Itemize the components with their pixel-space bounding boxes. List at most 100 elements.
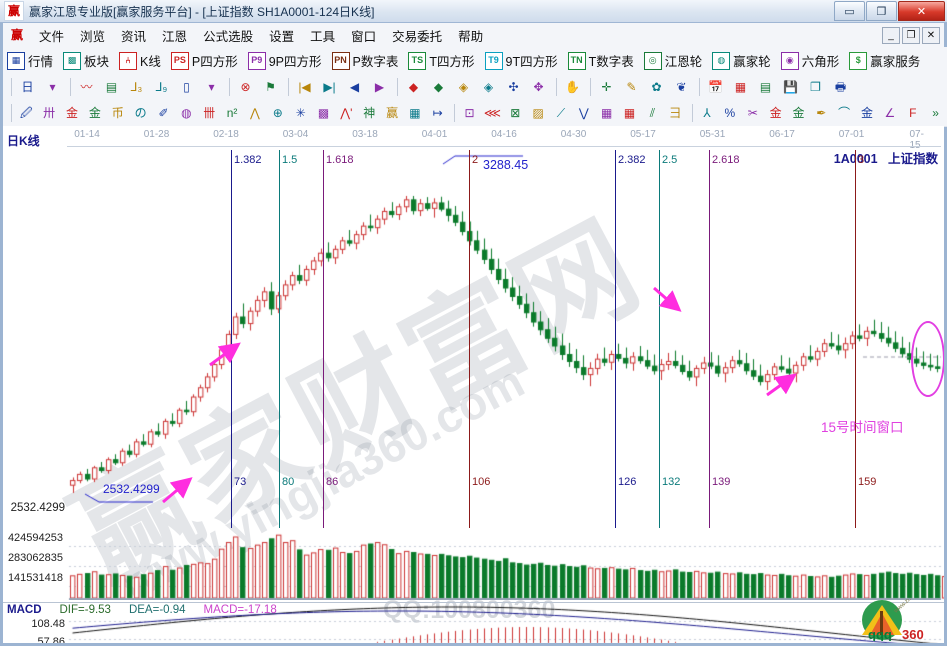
toolbar-button-big-wheel[interactable]: ◍ 赢家轮 [712,51,771,70]
calculator-icon[interactable]: ▦ [734,80,747,94]
close-button[interactable]: ✕ [898,1,945,21]
shift-left-icon[interactable]: ◆ [408,80,419,94]
kline9-icon[interactable]: ⅃₉ [155,80,168,94]
web-icon[interactable]: ▩ [317,106,330,120]
grid-lines-icon[interactable]: 卌 [203,106,216,120]
overlay-icon[interactable]: ⊗ [240,80,251,94]
channel-icon[interactable]: ⫽ [649,106,656,120]
f-icon[interactable]: F [909,106,917,120]
last-page-icon[interactable]: ▶| [323,80,336,94]
toolbar-button-pn[interactable]: PN P数字表 [331,51,398,70]
measure-icon[interactable]: ↦ [432,106,443,120]
menu-item-window[interactable]: 窗口 [351,29,377,44]
arc-icon[interactable]: ⌒ [838,106,851,120]
ladder-icon[interactable]: 彐 [669,106,682,120]
compress-v-icon[interactable]: ✥ [533,80,544,94]
ying-icon[interactable]: 赢 [386,106,399,120]
next-icon[interactable]: ▶ [374,80,385,94]
gold-ratio2-icon[interactable]: 金 [88,106,101,120]
menu-item-news[interactable]: 资讯 [121,29,147,44]
volume-canvas[interactable] [3,528,944,600]
more-icon[interactable]: » [932,106,939,120]
toolbar-button-ts[interactable]: TS T四方形 [408,51,475,70]
minimize-button[interactable]: ▭ [834,1,865,21]
menu-item-tools[interactable]: 工具 [310,29,336,44]
pen-icon[interactable]: 🖉 [19,106,33,120]
first-page-icon[interactable]: |◀ [298,80,311,94]
gann-fan-icon[interactable]: 卅 [43,106,56,120]
period-day-icon[interactable]: 日 [21,80,34,94]
chart-panel[interactable]: 日K线 01-14 01-28 02-18 03-04 03-18 04-01 04-16 0… [3,126,944,643]
menu-item-settings[interactable]: 设置 [269,29,295,44]
single-bar-icon[interactable]: ▯ [183,80,190,94]
brain-icon[interactable]: ❦ [676,80,687,94]
shen-icon[interactable]: 神 [363,106,376,120]
star-target-icon[interactable]: ✳ [295,106,306,120]
cut-icon[interactable]: ✂ [747,106,758,120]
percent-red-icon[interactable]: ⅄ [703,106,711,120]
pencil-red-icon[interactable]: ✐ [158,106,169,120]
fib-icon[interactable]: 币 [111,106,124,120]
gold-ratio-icon[interactable]: 金 [66,106,79,120]
zigzag-icon[interactable]: ⋁ [578,106,589,120]
grid-b-icon[interactable]: ▦ [623,106,636,120]
kline3-icon[interactable]: ⅃₃ [130,80,143,94]
grid-a-icon[interactable]: ▦ [601,106,613,120]
prev-icon[interactable]: ◀ [349,80,360,94]
maximize-button[interactable]: ❐ [866,1,897,21]
box-grid-icon[interactable]: ▨ [532,106,544,120]
period-dropdown-icon[interactable]: ▾ [49,80,56,94]
save-icon[interactable]: 💾 [783,80,798,94]
toolbar-button-p9[interactable]: P9 9P四方形 [247,51,322,70]
macd-pane[interactable]: MACD DIF=-9.53 DEA=-0.94 MACD=-17.18 108… [3,602,944,643]
color-tool-icon[interactable]: ✿ [651,80,662,94]
frame-icon[interactable]: ⊡ [464,106,475,120]
toolbar-button-grid[interactable]: ▦ 行情 [7,51,53,70]
bar-dropdown-icon[interactable]: ▾ [208,80,215,94]
multi-line-icon[interactable]: 〰 [80,80,93,94]
square-n-icon[interactable]: n² [226,106,238,120]
gold-circle-icon[interactable]: 金 [769,106,782,120]
calendar-icon[interactable]: 📅 [708,80,723,94]
target-icon[interactable]: ⊕ [272,106,283,120]
box-red-icon[interactable]: ⊠ [510,106,521,120]
angle2-icon[interactable]: ∠ [884,106,896,120]
menu-item-browse[interactable]: 浏览 [80,29,106,44]
expand-h-icon[interactable]: ◈ [458,80,469,94]
pen-red-icon[interactable]: ✒ [816,106,827,120]
menu-item-gann[interactable]: 江恩 [162,29,188,44]
toolbar-button-ps[interactable]: PS P四方形 [170,51,238,70]
menu-item-file[interactable]: 文件 [39,29,65,44]
compress-h-icon[interactable]: ◈ [483,80,494,94]
copy-icon[interactable]: ❐ [810,80,821,94]
trendline-icon[interactable]: ⟋ [556,106,566,120]
toolbar-button-blocks[interactable]: ▩ 板块 [63,51,109,70]
hand-icon[interactable]: ✋ [565,80,580,94]
gold-line-icon[interactable]: 金 [792,106,805,120]
angle-icon[interactable]: ⋀ [249,106,260,120]
macd-canvas[interactable] [3,603,944,643]
menu-item-trade[interactable]: 交易委托 [392,29,443,44]
shift-right-icon[interactable]: ◆ [433,80,444,94]
percent-icon[interactable]: % [724,106,736,120]
toolbar-button-hexagon[interactable]: ◉ 六角形 [780,51,839,70]
expand-v-icon[interactable]: ✣ [508,80,519,94]
report-icon[interactable]: ▤ [105,80,118,94]
gold-box-icon[interactable]: 金 [861,106,874,120]
toolbar-button-tn[interactable]: TN T数字表 [567,51,634,70]
toolbar-button-dollar[interactable]: $ 赢家服务 [849,51,920,70]
flag-icon[interactable]: ⚑ [265,80,276,94]
toolbar-button-candlestick[interactable]: ⑃ K线 [119,51,161,70]
print-icon[interactable]: 🖶 [834,80,847,94]
mdi-restore-button[interactable]: ❐ [902,27,920,44]
fan-red-icon[interactable]: ⋘ [483,106,501,120]
notebook-icon[interactable]: ▤ [759,80,772,94]
menu-item-formula[interactable]: 公式选股 [203,29,254,44]
mdi-close-button[interactable]: ✕ [922,27,940,44]
volume-pane[interactable]: 424594253 283062835 141531418 [3,528,944,600]
crosshair-icon[interactable]: ✛ [601,80,612,94]
price-pane[interactable]: 1.382 73 1.5 80 1.618 86 2 106 2.382 126 2.5 132 2.6… [3,150,944,528]
candlestick-canvas[interactable] [3,150,944,528]
menu-item-help[interactable]: 帮助 [458,29,484,44]
mdi-minimize-button[interactable]: _ [882,27,900,44]
